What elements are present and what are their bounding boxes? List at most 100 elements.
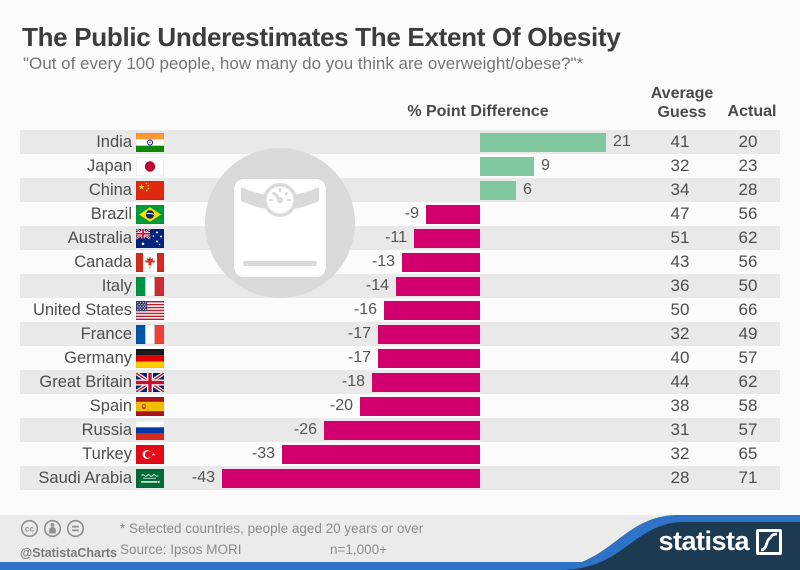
united-states-flag (136, 300, 164, 320)
diff-bar (384, 300, 480, 320)
country-label: Germany (64, 349, 132, 367)
country-label: France (80, 325, 132, 343)
column-header-average: Average (650, 85, 714, 102)
country-label: Japan (87, 157, 132, 175)
diff-value: -20 (329, 397, 353, 414)
india-flag (136, 132, 164, 152)
guess-value: 32 (670, 324, 690, 343)
guess-value: 32 (670, 444, 690, 463)
guess-value: 40 (670, 348, 690, 367)
diff-value: -13 (371, 253, 395, 270)
column-header-diff: % Point Difference (407, 103, 549, 120)
cc-icon: cc (20, 519, 39, 538)
table-row: Great Britain -18 44 62 (20, 370, 780, 394)
actual-value: 66 (738, 300, 758, 319)
actual-value: 58 (738, 396, 758, 415)
table-row: Spain -20 38 58 (20, 394, 780, 418)
guess-value: 44 (670, 372, 690, 391)
country-label: Brazil (90, 205, 132, 223)
diff-bar (480, 180, 516, 200)
table-row: Japan 9 32 23 (20, 154, 780, 178)
country-label: Great Britain (39, 373, 132, 391)
guess-value: 51 (670, 228, 690, 247)
country-label: Turkey (82, 445, 132, 463)
table-row: India 21 41 20 (20, 130, 780, 154)
table-row: Russia -26 31 57 (20, 418, 780, 442)
attribution-icon (43, 519, 62, 538)
page-title: The Public Underestimates The Extent Of … (22, 22, 621, 52)
country-label: Spain (89, 397, 132, 415)
country-label: China (88, 181, 132, 199)
country-label: Canada (74, 253, 132, 271)
statista-charts-handle: @StatistaCharts (20, 546, 117, 560)
country-label: United States (32, 301, 132, 319)
guess-value: 36 (670, 276, 690, 295)
diff-bar (414, 228, 480, 248)
footer-accent-strip (0, 562, 800, 570)
turkey-flag (136, 444, 164, 464)
country-label: Italy (101, 277, 132, 295)
diff-bar (282, 444, 480, 464)
guess-value: 28 (670, 468, 690, 487)
table-row: Italy -14 36 50 (20, 274, 780, 298)
diff-bar (480, 132, 606, 152)
diff-value: -33 (251, 445, 275, 462)
footnote: * Selected countries, people aged 20 yea… (120, 521, 424, 536)
actual-value: 57 (738, 348, 758, 367)
diff-value: 21 (613, 133, 631, 150)
australia-flag (136, 228, 164, 248)
statista-logo: statista (658, 528, 782, 555)
country-label: Saudi Arabia (38, 469, 132, 487)
table-row: Germany -17 40 57 (20, 346, 780, 370)
table-row: Australia -11 51 62 (20, 226, 780, 250)
diff-bar (222, 468, 480, 488)
diff-value: -18 (341, 373, 365, 390)
actual-value: 20 (738, 132, 758, 151)
statista-logo-icon (756, 528, 782, 555)
guess-value: 31 (670, 420, 690, 439)
sample-size: n=1,000+ (330, 542, 388, 557)
table-row: Saudi Arabia -43 28 71 (20, 466, 780, 490)
bathroom-scale-icon (205, 148, 355, 298)
column-header-guess: Guess (657, 104, 707, 121)
china-flag (136, 180, 164, 200)
svg-text:cc: cc (25, 524, 35, 534)
diff-value: -26 (293, 421, 317, 438)
guess-value: 50 (670, 300, 690, 319)
brazil-flag (136, 204, 164, 224)
actual-value: 23 (738, 156, 758, 175)
actual-value: 56 (738, 204, 758, 223)
no-derivatives-icon (66, 519, 85, 538)
column-header-average-guess: Average Guess (622, 84, 742, 122)
actual-value: 62 (738, 372, 758, 391)
diff-bar (372, 372, 480, 392)
japan-flag (136, 156, 164, 176)
actual-value: 62 (738, 228, 758, 247)
diff-bar (396, 276, 480, 296)
great-britain-flag (136, 372, 164, 392)
canada-flag (136, 252, 164, 272)
column-header-actual: Actual (727, 103, 777, 120)
guess-value: 47 (670, 204, 690, 223)
actual-value: 57 (738, 420, 758, 439)
diff-bar (378, 324, 480, 344)
country-label: Australia (67, 229, 132, 247)
diff-value: 6 (523, 181, 532, 198)
diff-bar (426, 204, 480, 224)
saudi-arabia-flag (136, 468, 164, 488)
guess-value: 43 (670, 252, 690, 271)
country-label: Russia (81, 421, 132, 439)
france-flag (136, 324, 164, 344)
diff-value: -16 (353, 301, 377, 318)
guess-value: 38 (670, 396, 690, 415)
italy-flag (136, 276, 164, 296)
table-row: Brazil -9 47 56 (20, 202, 780, 226)
creative-commons-license: cc (20, 519, 85, 538)
diff-bar (402, 252, 480, 272)
table-row: China 6 34 28 (20, 178, 780, 202)
footer: cc @StatistaCharts * Selected countries,… (0, 515, 800, 570)
russia-flag (136, 420, 164, 440)
diff-value: 9 (541, 157, 550, 174)
guess-value: 32 (670, 156, 690, 175)
